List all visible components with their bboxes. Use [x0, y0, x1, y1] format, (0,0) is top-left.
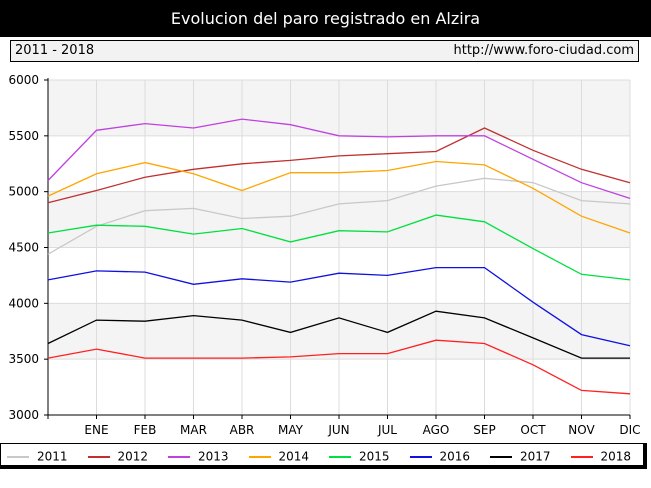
legend-swatch [168, 455, 190, 458]
y-tick-label: 3500 [8, 352, 39, 366]
series-line-2015 [47, 214, 631, 281]
series-line-2012 [47, 127, 631, 204]
legend-swatch [490, 455, 512, 458]
series-line-2018 [47, 339, 631, 395]
legend-item-2015: 2015 [329, 449, 390, 464]
series-line-2014 [47, 160, 631, 234]
legend-item-2018: 2018 [570, 449, 632, 464]
legend-label: 2018 [600, 449, 632, 464]
source-url: http://www.foro-ciudad.com [453, 43, 634, 58]
x-tick-label: ENE [84, 423, 108, 437]
y-tick-label: 6000 [8, 73, 39, 87]
x-tick-label: AGO [423, 423, 450, 437]
legend-item-2016: 2016 [409, 449, 471, 464]
legend-swatch [409, 455, 432, 458]
legend-label: 2015 [359, 449, 390, 464]
legend-item-2013: 2013 [168, 449, 229, 464]
x-tick-label: DIC [619, 423, 640, 437]
line-chart: 3000 3500 4000 4500 5000 5500 6000 ENE FEB MAR ABR… [8, 73, 640, 437]
x-tick-label: FEB [134, 423, 157, 437]
x-tick-label: MAR [180, 423, 207, 437]
series-line-2011 [47, 177, 631, 255]
y-tick-label: 4000 [8, 296, 39, 310]
legend-label: 2011 [37, 449, 68, 464]
legend-swatch [7, 455, 29, 458]
legend-swatch [329, 455, 351, 458]
series-line-2016 [47, 266, 631, 347]
legend-item-2014: 2014 [248, 449, 310, 464]
legend-label: 2013 [198, 449, 229, 464]
y-tick-label: 5500 [8, 129, 39, 143]
y-tick-label: 4500 [8, 241, 39, 255]
x-tick-label: JUN [327, 423, 349, 437]
legend-item-2012: 2012 [87, 449, 149, 464]
legend-item-2017: 2017 [490, 449, 551, 464]
legend-label: 2016 [439, 449, 471, 464]
x-tick-label: SEP [473, 423, 495, 437]
year-range: 2011 - 2018 [15, 43, 95, 58]
y-tick-label: 3000 [8, 408, 39, 422]
x-tick-label: JUL [377, 423, 397, 437]
legend-label: 2017 [520, 449, 551, 464]
x-tick-label: MAY [278, 423, 304, 437]
chart-legend: 2011 2012 2013 2014 2015 2016 2017 2018 [0, 443, 647, 469]
series-line-2013 [47, 118, 631, 200]
subtitle-bar: 2011 - 2018 http://www.foro-ciudad.com [10, 40, 639, 62]
chart-title: Evolucion del paro registrado en Alzira [0, 0, 651, 37]
x-tick-label: NOV [568, 423, 595, 437]
x-tick-label: OCT [520, 423, 546, 437]
legend-label: 2014 [278, 449, 310, 464]
legend-label: 2012 [117, 449, 149, 464]
legend-item-2011: 2011 [7, 449, 68, 464]
series-line-2017 [47, 310, 630, 359]
legend-swatch [248, 455, 271, 458]
y-tick-label: 5000 [8, 185, 39, 199]
legend-swatch [87, 455, 110, 458]
x-tick-label: ABR [230, 423, 255, 437]
legend-swatch [570, 455, 593, 458]
